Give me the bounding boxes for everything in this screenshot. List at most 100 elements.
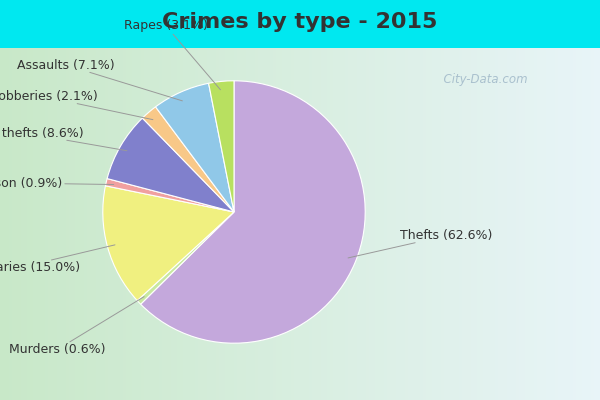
Bar: [174, 48, 177, 400]
Bar: [498, 48, 501, 400]
Bar: [192, 48, 195, 400]
Bar: [57, 48, 60, 400]
Wedge shape: [103, 186, 234, 301]
Bar: [153, 48, 156, 400]
Bar: [354, 48, 357, 400]
Bar: [234, 48, 237, 400]
Bar: [525, 48, 528, 400]
Bar: [273, 48, 276, 400]
Wedge shape: [155, 83, 234, 212]
Bar: [450, 48, 453, 400]
Bar: [426, 48, 429, 400]
Text: Rapes (3.1%): Rapes (3.1%): [124, 19, 220, 90]
Bar: [345, 48, 348, 400]
Bar: [456, 48, 459, 400]
Wedge shape: [140, 81, 365, 343]
Bar: [198, 48, 201, 400]
Bar: [315, 48, 318, 400]
Bar: [126, 48, 129, 400]
Bar: [60, 48, 63, 400]
Bar: [282, 48, 285, 400]
Bar: [123, 48, 126, 400]
Bar: [84, 48, 87, 400]
Bar: [228, 48, 231, 400]
Bar: [486, 48, 489, 400]
Bar: [276, 48, 279, 400]
Bar: [54, 48, 57, 400]
Bar: [561, 48, 564, 400]
Bar: [138, 48, 141, 400]
Bar: [333, 48, 336, 400]
Bar: [372, 48, 375, 400]
Text: Assaults (7.1%): Assaults (7.1%): [17, 58, 182, 101]
Bar: [291, 48, 294, 400]
Bar: [387, 48, 390, 400]
Bar: [396, 48, 399, 400]
Bar: [240, 48, 243, 400]
Bar: [429, 48, 432, 400]
Bar: [15, 48, 18, 400]
Bar: [168, 48, 171, 400]
Bar: [300, 48, 303, 400]
Bar: [324, 48, 327, 400]
Bar: [489, 48, 492, 400]
Bar: [597, 48, 600, 400]
Bar: [204, 48, 207, 400]
Bar: [420, 48, 423, 400]
Bar: [156, 48, 159, 400]
Bar: [216, 48, 219, 400]
Bar: [411, 48, 414, 400]
Bar: [111, 48, 114, 400]
Bar: [162, 48, 165, 400]
Bar: [564, 48, 567, 400]
Bar: [570, 48, 573, 400]
Bar: [231, 48, 234, 400]
Bar: [93, 48, 96, 400]
Bar: [393, 48, 396, 400]
Bar: [306, 48, 309, 400]
Bar: [555, 48, 558, 400]
Bar: [51, 48, 54, 400]
Bar: [507, 48, 510, 400]
Wedge shape: [106, 178, 234, 212]
Bar: [69, 48, 72, 400]
Bar: [591, 48, 594, 400]
Bar: [105, 48, 108, 400]
Bar: [366, 48, 369, 400]
Bar: [321, 48, 324, 400]
Bar: [543, 48, 546, 400]
Bar: [9, 48, 12, 400]
Bar: [408, 48, 411, 400]
Bar: [255, 48, 258, 400]
Bar: [384, 48, 387, 400]
Bar: [576, 48, 579, 400]
Text: Arson (0.9%): Arson (0.9%): [0, 177, 113, 190]
Bar: [3, 48, 6, 400]
Bar: [102, 48, 105, 400]
Bar: [330, 48, 333, 400]
Wedge shape: [209, 81, 234, 212]
Bar: [474, 48, 477, 400]
Bar: [117, 48, 120, 400]
Bar: [30, 48, 33, 400]
Bar: [504, 48, 507, 400]
Bar: [357, 48, 360, 400]
Bar: [414, 48, 417, 400]
Bar: [348, 48, 351, 400]
Bar: [477, 48, 480, 400]
Bar: [495, 48, 498, 400]
Bar: [189, 48, 192, 400]
Bar: [513, 48, 516, 400]
Bar: [12, 48, 15, 400]
Text: Murders (0.6%): Murders (0.6%): [8, 297, 144, 356]
Bar: [501, 48, 504, 400]
Bar: [534, 48, 537, 400]
Bar: [417, 48, 420, 400]
Bar: [378, 48, 381, 400]
Bar: [180, 48, 183, 400]
Bar: [465, 48, 468, 400]
Bar: [363, 48, 366, 400]
Bar: [594, 48, 597, 400]
Bar: [402, 48, 405, 400]
Bar: [36, 48, 39, 400]
